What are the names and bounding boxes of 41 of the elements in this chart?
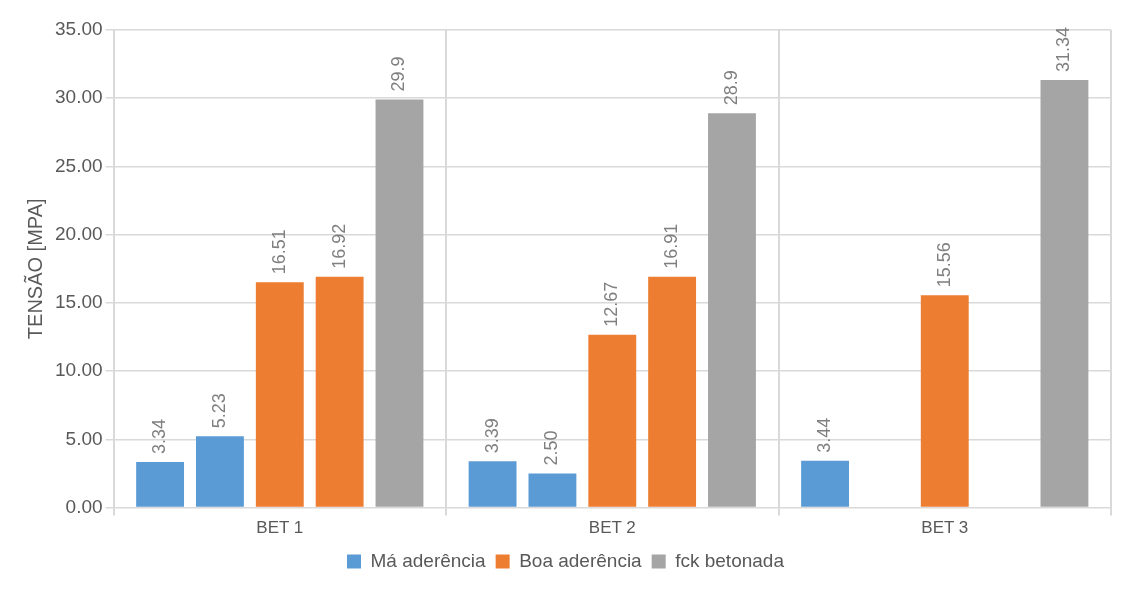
x-tick-label: BET 1	[256, 518, 304, 538]
data-label: 16.51	[268, 229, 289, 275]
bar	[801, 460, 849, 507]
data-label: 12.67	[601, 281, 622, 327]
bar	[375, 99, 424, 507]
bar	[920, 295, 969, 507]
bar	[708, 113, 756, 507]
legend-label: Boa aderência	[519, 549, 643, 571]
y-tick-label: 5.00	[65, 427, 103, 449]
data-label: 3.39	[481, 418, 502, 454]
data-label: 16.92	[328, 223, 349, 269]
bar	[468, 461, 517, 507]
x-tick-label: BET 2	[588, 518, 636, 538]
bar	[528, 473, 577, 507]
y-tick-label: 30.00	[55, 86, 103, 108]
y-tick-label: 25.00	[55, 154, 103, 176]
data-label: 3.34	[149, 418, 170, 455]
legend-label: Má aderência	[370, 549, 487, 571]
legend-label: fck betonada	[675, 549, 785, 571]
data-label: 28.9	[720, 70, 741, 106]
y-tick-label: 0.00	[65, 495, 103, 517]
data-label: 5.23	[208, 393, 229, 429]
bar	[315, 276, 364, 507]
data-label: 2.50	[541, 430, 562, 466]
data-label: 3.44	[814, 417, 835, 453]
y-tick-label: 20.00	[55, 222, 103, 244]
bar	[196, 436, 244, 507]
data-label: 16.91	[661, 223, 682, 269]
bar	[1040, 79, 1089, 507]
y-axis-title: TENSÃO [MPA]	[22, 198, 46, 340]
data-label: 29.9	[388, 56, 409, 92]
y-tick-label: 15.00	[55, 291, 103, 313]
data-label: 15.56	[933, 242, 954, 288]
bar	[255, 282, 304, 507]
y-tick-label: 35.00	[55, 18, 103, 40]
bar	[648, 276, 697, 507]
data-label: 31.34	[1053, 26, 1074, 72]
x-tick-label: BET 3	[921, 518, 969, 538]
y-tick-label: 10.00	[55, 359, 103, 381]
bar	[136, 462, 185, 507]
bar	[588, 334, 637, 507]
